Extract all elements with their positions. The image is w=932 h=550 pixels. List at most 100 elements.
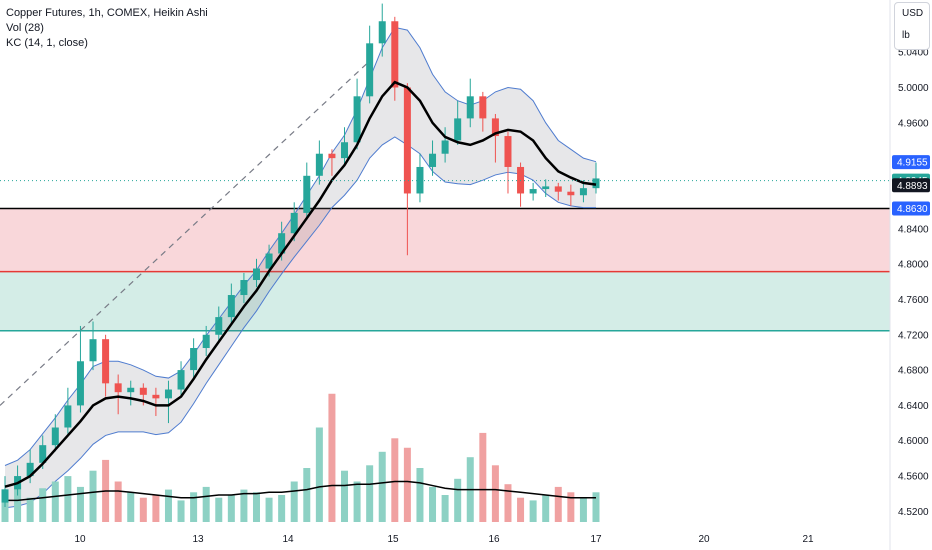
volume-bar xyxy=(592,492,600,522)
candle xyxy=(391,16,399,101)
candle xyxy=(554,182,562,201)
candle-body xyxy=(529,189,537,194)
candle xyxy=(441,127,449,163)
time-tick-label: 16 xyxy=(488,534,500,545)
unit-label[interactable]: lb xyxy=(902,30,910,41)
currency-unit-menu[interactable]: USD lb xyxy=(894,2,930,50)
keltner-lower-band xyxy=(4,136,596,509)
volume-bar xyxy=(89,470,97,522)
price-badge-black xyxy=(892,178,930,193)
candle-body xyxy=(391,21,399,88)
volume-bar xyxy=(64,476,72,522)
price-tick-label: 4.5200 xyxy=(898,507,929,518)
candle-body xyxy=(278,233,286,254)
time-tick-label: 17 xyxy=(590,534,602,545)
candle-body xyxy=(579,188,587,196)
volume-bar xyxy=(14,484,22,522)
candle xyxy=(177,361,185,397)
candle-body xyxy=(328,153,336,159)
candle-body xyxy=(190,348,198,371)
candle-body xyxy=(227,295,235,318)
candle-body xyxy=(51,427,59,446)
candle xyxy=(341,127,349,166)
candle-body xyxy=(353,96,361,143)
symbol-title[interactable]: Copper Futures, 1h, COMEX, Heikin Ashi xyxy=(6,7,208,19)
chart-legend: Copper Futures, 1h, COMEX, Heikin Ashi V… xyxy=(6,6,208,51)
price-tick-label: 5.0000 xyxy=(898,83,929,94)
candle xyxy=(429,140,437,176)
volume-bar xyxy=(403,447,411,522)
volume-bar xyxy=(353,481,361,522)
candle xyxy=(454,100,462,145)
volume-bar xyxy=(416,468,424,522)
price-tick-label: 4.5600 xyxy=(898,472,929,483)
candle xyxy=(152,387,160,417)
candle-body xyxy=(567,191,575,196)
candle xyxy=(127,380,135,406)
price-badge-label: 4.9155 xyxy=(897,158,928,169)
candle-body xyxy=(479,96,487,119)
candle-body xyxy=(441,140,449,154)
candle xyxy=(466,78,474,128)
volume-bar xyxy=(227,495,235,522)
time-tick-label: 21 xyxy=(802,534,814,545)
candle-body xyxy=(416,166,424,194)
candle xyxy=(403,83,411,256)
candle-body xyxy=(152,394,160,399)
candle-body xyxy=(202,334,210,349)
price-tick-label: 4.7600 xyxy=(898,295,929,306)
volume-bar xyxy=(504,484,512,522)
candle-body xyxy=(592,178,600,189)
volume-bar xyxy=(252,492,260,522)
time-tick-label: 20 xyxy=(698,534,710,545)
candle-body xyxy=(64,405,72,428)
volume-bar xyxy=(567,492,575,522)
candle-body xyxy=(177,370,185,390)
volume-bar xyxy=(127,492,135,522)
price-zone-red xyxy=(0,208,890,272)
keltner-indicator-label[interactable]: KC (14, 1, close) xyxy=(6,37,88,49)
candle-body xyxy=(1,489,9,503)
candle xyxy=(567,184,575,206)
time-tick-label: 14 xyxy=(282,534,294,545)
volume-bar xyxy=(152,495,160,522)
volume-bar xyxy=(51,481,59,522)
candle xyxy=(517,162,525,207)
candle xyxy=(164,380,172,424)
candle xyxy=(328,149,336,176)
volume-bar xyxy=(76,486,84,522)
volume-bar xyxy=(554,486,562,522)
candle-body xyxy=(127,387,135,393)
candle-body xyxy=(554,186,562,192)
candle-body xyxy=(252,268,260,281)
time-tick-label: 10 xyxy=(74,534,86,545)
currency-label[interactable]: USD xyxy=(902,8,924,19)
volume-bar xyxy=(366,465,374,522)
candle xyxy=(227,283,235,325)
candle xyxy=(1,476,9,507)
volume-bar xyxy=(303,468,311,522)
candle-body xyxy=(378,21,386,44)
volume-bar xyxy=(479,432,487,522)
keltner-basis-line xyxy=(4,80,597,488)
candle xyxy=(76,325,84,413)
candle-body xyxy=(403,87,411,194)
volume-bar xyxy=(278,495,286,522)
volume-indicator-label[interactable]: Vol (28) xyxy=(6,22,44,34)
candle xyxy=(252,258,260,288)
candle xyxy=(51,414,59,452)
candle xyxy=(26,449,34,484)
candle-body xyxy=(265,253,273,269)
candle xyxy=(378,3,386,57)
candle xyxy=(491,113,499,163)
volume-bar xyxy=(26,497,34,522)
candle-body xyxy=(466,96,474,119)
candle xyxy=(479,91,487,132)
price-tick-label: 4.8400 xyxy=(898,224,929,235)
volume-ma-line xyxy=(5,480,596,502)
candle xyxy=(114,374,122,415)
candle xyxy=(504,131,512,194)
price-tick-label: 4.7200 xyxy=(898,330,929,341)
candle-body xyxy=(139,387,147,395)
